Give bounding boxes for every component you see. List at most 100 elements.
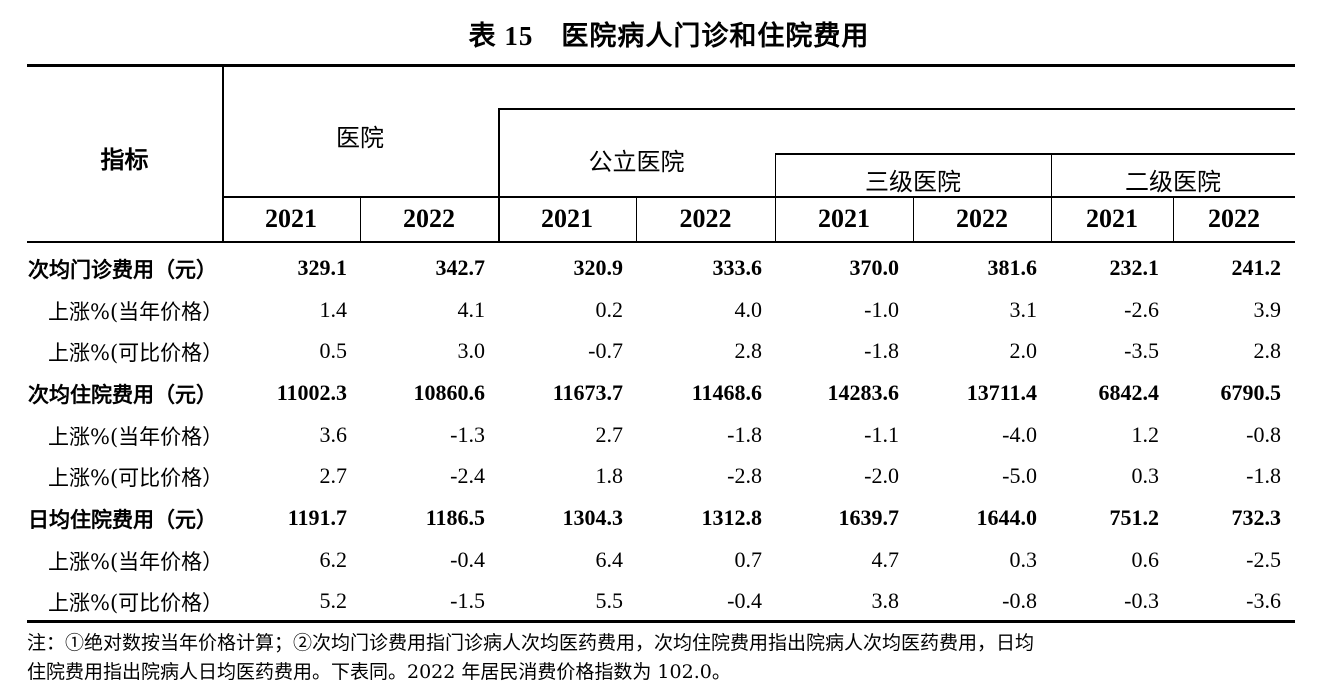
public-hospital-rule [498,108,1295,110]
table-cell: 232.1 [1109,255,1160,280]
table-cell: 732.3 [1231,505,1282,530]
table-cell: -2.0 [864,463,899,488]
table-cell: -0.7 [588,338,623,363]
table-cell: -1.1 [864,422,899,447]
row-label-sub: 上涨%(当年价格） [48,300,224,324]
header-level2-hospital: 二级医院 [1125,168,1221,196]
header-bottom-rule [27,241,1295,243]
col-divider [1173,196,1174,242]
table-cell: 2.8 [734,338,763,363]
table-cell: 6842.4 [1098,380,1160,405]
table-cell: -2.4 [450,463,485,488]
table-cell: -0.3 [1124,588,1159,613]
table-cell: 370.0 [849,255,900,280]
table-cell: -1.3 [450,422,485,447]
table-cell: 4.1 [457,297,486,322]
hospital-level-rule [775,153,1295,155]
table-cell: 3.8 [871,588,900,613]
col-divider [913,196,914,242]
table-cell: -1.0 [864,297,899,322]
table-cell: -1.5 [450,588,485,613]
year-header: 2021 [818,204,870,233]
table-cell: 342.7 [435,255,486,280]
table-cell: 11673.7 [552,380,623,405]
table-cell: 13711.4 [966,380,1037,405]
table-cell: 11002.3 [276,380,347,405]
table-cell: 2.8 [1253,338,1282,363]
table-cell: 1304.3 [562,505,624,530]
row-label-sub: 上涨%(当年价格） [48,425,224,449]
table-cell: -0.8 [1246,422,1281,447]
table-cell: 1644.0 [976,505,1038,530]
table-cell: 0.3 [1009,547,1038,572]
table-cell: 0.7 [734,547,763,572]
footnote-line-2: 住院费用指出院病人日均医药费用。下表同。2022 年居民消费价格指数为 102.… [27,661,731,683]
year-header: 2021 [541,204,593,233]
year-header: 2022 [956,204,1008,233]
table-cell: 6.4 [595,547,624,572]
table-cell: 329.1 [297,255,348,280]
table-cell: 320.9 [573,255,624,280]
table-cell: 14283.6 [827,380,900,405]
table-cell: 5.5 [595,588,624,613]
col-divider [636,196,637,242]
table-cell: -2.6 [1124,297,1159,322]
table-cell: -0.4 [727,588,762,613]
table-cell: -3.6 [1246,588,1281,613]
table-cell: -1.8 [1246,463,1281,488]
row-label-sub: 上涨%(可比价格） [48,466,224,490]
table-cell: 241.2 [1231,255,1282,280]
table-cell: -3.5 [1124,338,1159,363]
table-cell: 1186.5 [425,505,485,530]
table-cell: 6790.5 [1220,380,1282,405]
col-divider [222,66,224,242]
table-cell: 2.7 [319,463,348,488]
footnote-line-1: 注：①绝对数按当年价格计算；②次均门诊费用指门诊病人次均医药费用，次均住院费用指… [27,632,1035,654]
year-header: 2021 [265,204,317,233]
table-cell: 4.7 [871,547,900,572]
table-cell: -4.0 [1002,422,1037,447]
header-hospital: 医院 [336,124,384,152]
table-cell: 1.4 [319,297,348,322]
row-label-main: 次均门诊费用（元） [28,257,217,282]
row-label-sub: 上涨%(可比价格） [48,341,224,365]
row-label-main: 次均住院费用（元） [28,382,217,407]
table-cell: 3.6 [319,422,348,447]
year-header: 2022 [1208,204,1260,233]
table-cell: 2.7 [595,422,624,447]
bottom-rule [27,620,1295,623]
header-public-hospital: 公立医院 [588,148,685,176]
table-title: 表 15 医院病人门诊和住院费用 [0,14,1338,53]
table-cell: -0.4 [450,547,485,572]
top-rule [27,64,1295,67]
table-cell: 333.6 [712,255,763,280]
year-header: 2022 [679,204,732,233]
table-cell: 10860.6 [413,380,486,405]
table-cell: 4.0 [734,297,763,322]
table-number: 表 15 [468,21,534,51]
table-cell: -2.8 [727,463,762,488]
table-cell: 0.6 [1131,547,1160,572]
table-cell: -1.8 [727,422,762,447]
table-cell: -2.5 [1246,547,1281,572]
col-divider [775,153,776,242]
year-header: 2021 [1086,204,1138,233]
header-indicator: 指标 [100,145,149,174]
table-cell: 1191.7 [287,505,347,530]
table-cell: 3.1 [1009,297,1038,322]
table-cell: -1.8 [864,338,899,363]
table-cell: 6.2 [319,547,348,572]
table-cell: 2.0 [1009,338,1038,363]
header-level3-hospital: 三级医院 [865,168,961,196]
table-cell: -0.8 [1002,588,1037,613]
table-cell: 1.2 [1131,422,1160,447]
table-cell: 0.5 [319,338,348,363]
col-divider [1051,153,1052,242]
table-cell: 3.0 [457,338,486,363]
table-cell: 1312.8 [701,505,763,530]
table-cell: 1639.7 [838,505,900,530]
table-cell: 5.2 [319,588,348,613]
row-label-main: 日均住院费用（元） [28,507,217,532]
row-label-sub: 上涨%(当年价格） [48,550,224,574]
col-divider [498,108,500,242]
